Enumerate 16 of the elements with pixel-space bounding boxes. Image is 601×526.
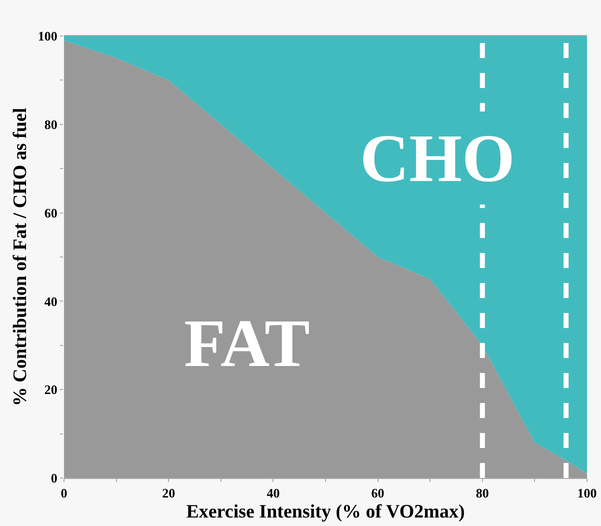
y-tick-label: 0: [50, 470, 58, 486]
y-tick-label: 40: [44, 294, 58, 309]
y-tick-label: 60: [44, 205, 58, 220]
x-tick-label: 100: [577, 486, 597, 501]
x-tick-label: 0: [60, 486, 68, 501]
x-tick-label: 40: [266, 486, 280, 501]
series-label: CHO: [360, 120, 515, 196]
x-axis-title: Exercise Intensity (% of VO2max): [186, 501, 465, 522]
y-tick-label: 100: [38, 28, 58, 44]
x-tick-label: 20: [162, 486, 176, 501]
y-tick-label: 80: [44, 116, 58, 132]
y-tick-label: 20: [44, 382, 58, 398]
x-tick-label: 60: [371, 486, 384, 501]
series-label: FAT: [184, 305, 310, 381]
y-axis-title: % Contribution of Fat / CHO as fuel: [10, 108, 31, 406]
x-tick-label: 80: [476, 486, 489, 501]
